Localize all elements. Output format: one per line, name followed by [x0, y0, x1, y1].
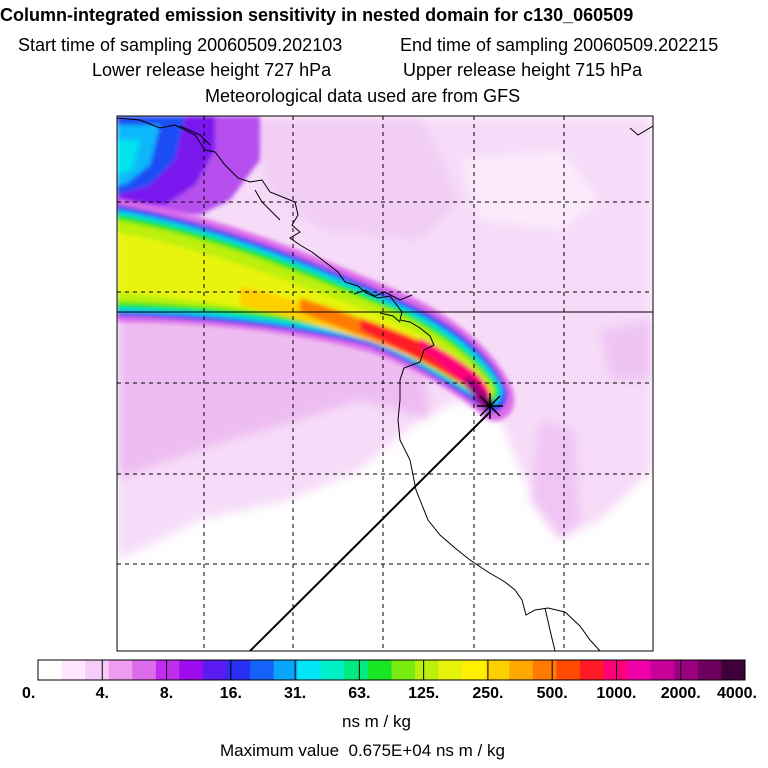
release-point-marker	[477, 393, 503, 419]
colorbar	[38, 660, 746, 680]
colorbar-units-label: ns m / kg	[342, 712, 411, 731]
max-value-units: ns m / kg	[435, 741, 505, 760]
colorbar-tick-label: 1000.	[596, 685, 636, 702]
map-grid	[117, 116, 653, 651]
colorbar-swatch	[650, 660, 675, 680]
colorbar-swatch	[320, 660, 345, 680]
colorbar-tick-label: 63.	[348, 685, 370, 702]
flight-track-line	[249, 411, 491, 651]
colorbar-tick-label: 250.	[472, 685, 503, 702]
colorbar-swatch	[391, 660, 416, 680]
colorbar-tick-label: 8.	[160, 685, 173, 702]
colorbar-swatch	[697, 660, 722, 680]
map-plot-area	[117, 116, 653, 651]
colorbar-tick-label: 125.	[408, 685, 439, 702]
colorbar-swatch	[415, 660, 440, 680]
colorbar-tick-labels: 0. 4. 8. 16. 31. 63. 125. 250. 500. 1000. 2000. 400…	[22, 685, 757, 702]
colorbar-swatch	[226, 660, 251, 680]
northwest-high-region	[117, 116, 260, 215]
emission-plume	[117, 198, 515, 421]
colorbar-swatch	[38, 660, 62, 680]
colorbar-tick-label: 500.	[537, 685, 568, 702]
colorbar-tick-label: 2000.	[661, 685, 701, 702]
colorbar-swatch	[344, 660, 369, 680]
colorbar-swatch	[155, 660, 180, 680]
colorbar-swatch	[627, 660, 652, 680]
lower-release-height-label: Lower release height 727 hPa	[92, 60, 332, 80]
colorbar-tick-marks	[37, 660, 746, 680]
map-frame	[116, 115, 654, 652]
colorbar-swatch	[108, 660, 133, 680]
end-time-label: End time of sampling 20060509.202215	[400, 35, 719, 55]
max-value-number: 0.675E+04	[348, 741, 432, 760]
colorbar-swatch	[721, 660, 746, 680]
colorbar-tick-label: 0.	[22, 685, 35, 702]
colorbar-swatch	[485, 660, 510, 680]
start-time-label: Start time of sampling 20060509.202103	[18, 35, 343, 55]
colorbar-swatch	[674, 660, 699, 680]
colorbar-swatch	[85, 660, 110, 680]
upper-release-height-label: Upper release height 715 hPa	[403, 60, 643, 80]
colorbar-swatch	[509, 660, 534, 680]
colorbar-swatch	[580, 660, 604, 680]
colorbar-tick-label: 16.	[220, 685, 242, 702]
coastline	[117, 117, 653, 651]
maximum-value-label: Maximum value 0.675E+04 ns m / kg	[220, 741, 505, 761]
colorbar-tick-label: 4000.	[717, 685, 757, 702]
colorbar-swatch	[61, 660, 86, 680]
colorbar-swatch	[532, 660, 557, 680]
colorbar-swatch	[273, 660, 298, 680]
colorbar-swatch	[367, 660, 392, 680]
colorbar-tick-label: 4.	[96, 685, 109, 702]
colorbar-tick-label: 31.	[284, 685, 306, 702]
chart-title: Column-integrated emission sensitivity i…	[0, 5, 634, 25]
colorbar-swatch	[250, 660, 275, 680]
colorbar-swatch	[179, 660, 204, 680]
colorbar-swatch	[202, 660, 227, 680]
max-value-label-text: Maximum value	[220, 741, 340, 760]
colorbar-swatch	[556, 660, 581, 680]
colorbar-swatch	[462, 660, 487, 680]
colorbar-swatch	[438, 660, 463, 680]
meteorological-data-label: Meteorological data used are from GFS	[205, 86, 521, 106]
colorbar-swatch	[132, 660, 157, 680]
colorbar-swatch	[297, 660, 322, 680]
colorbar-swatch	[603, 660, 628, 680]
